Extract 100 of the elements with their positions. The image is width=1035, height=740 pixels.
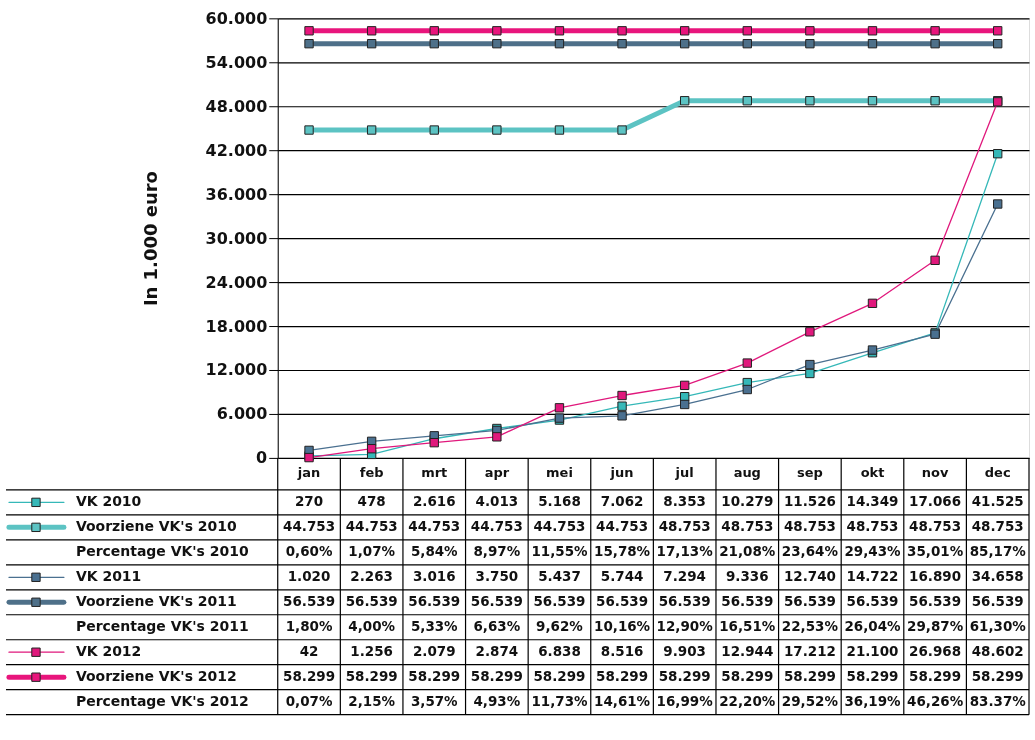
data-label: 5.437	[538, 568, 581, 585]
legend-label: Voorziene VK's 2010	[75, 518, 237, 535]
data-label: 7.294	[663, 568, 706, 585]
text: 61,30%	[969, 618, 1026, 635]
text: 11,73%	[531, 693, 588, 710]
data-label: 48.753	[721, 518, 774, 535]
text: 21,08%	[719, 543, 776, 560]
text: 3,57%	[410, 693, 458, 710]
data-label: 42	[299, 643, 319, 660]
y-axis-title: In 1.000 euro	[139, 171, 161, 307]
data-label: 58.299	[846, 668, 899, 685]
data-label: 1.020	[287, 568, 331, 585]
text: 5,33%	[410, 618, 458, 635]
text: 10,16%	[594, 618, 651, 635]
data-label: 56.539	[596, 593, 649, 610]
data-label: 56.539	[909, 593, 962, 610]
data-label: 44.753	[596, 518, 649, 535]
text: 8,97%	[473, 543, 521, 560]
text: 16,51%	[719, 618, 776, 635]
y-tick-label: 60.000	[205, 8, 268, 28]
data-label: 14.349	[846, 493, 899, 510]
data-label: 2.874	[475, 643, 519, 660]
text: 83.37%	[969, 693, 1026, 710]
text: 35,01%	[907, 543, 964, 560]
x-tick-label: sep	[796, 465, 823, 481]
text: 2,15%	[348, 693, 396, 710]
data-label: 48.753	[783, 518, 836, 535]
data-label: 56.539	[408, 593, 461, 610]
x-tick-label: jun	[609, 465, 634, 481]
data-label: 3.016	[412, 568, 456, 585]
y-tick-label: 42.000	[205, 140, 268, 160]
x-tick-label: mrt	[421, 465, 448, 481]
data-label: 1.256	[350, 643, 393, 660]
text: 17,13%	[656, 543, 713, 560]
data-label: 7.062	[600, 493, 644, 510]
text: 22,53%	[781, 618, 838, 635]
x-tick-label: aug	[733, 465, 761, 481]
data-label: 58.299	[283, 668, 336, 685]
legend-label: VK 2010	[75, 493, 142, 510]
data-label: 44.753	[283, 518, 336, 535]
data-label: 9.336	[725, 568, 769, 585]
legend-label: VK 2012	[75, 643, 142, 660]
data-label: 16.890	[909, 568, 962, 585]
data-label: 58.299	[721, 668, 774, 685]
text: 0,60%	[285, 543, 333, 560]
data-label: 11.526	[783, 493, 836, 510]
text: 26,04%	[844, 618, 901, 635]
data-label: 5.168	[538, 493, 581, 510]
x-tick-label: dec	[984, 465, 1011, 481]
x-tick-label: mei	[546, 465, 573, 481]
data-label: 270	[294, 493, 324, 510]
data-label: 17.066	[909, 493, 962, 510]
text: 36,19%	[844, 693, 901, 710]
text: 14,61%	[594, 693, 651, 710]
data-label: 56.539	[283, 593, 336, 610]
y-tick-label: 36.000	[205, 184, 268, 204]
y-tick-label: 54.000	[205, 52, 268, 72]
x-tick-label: feb	[359, 465, 384, 481]
data-label: 58.299	[909, 668, 962, 685]
data-label: 56.539	[721, 593, 774, 610]
data-label: 8.516	[600, 643, 644, 660]
data-label: 21.100	[846, 643, 899, 660]
data-label: 58.299	[658, 668, 711, 685]
data-label: 56.539	[846, 593, 899, 610]
data-label: 48.753	[658, 518, 711, 535]
legend-label: Voorziene VK's 2012	[75, 668, 237, 685]
text: 4,00%	[348, 618, 396, 635]
data-label: 2.079	[412, 643, 456, 660]
data-label: 10.279	[721, 493, 774, 510]
text: Percentage VK's 2011	[75, 618, 249, 635]
x-tick-label: nov	[921, 465, 949, 481]
data-label: 56.539	[533, 593, 586, 610]
data-label: 58.299	[783, 668, 836, 685]
text: 29,43%	[844, 543, 901, 560]
text: Percentage VK's 2010	[75, 543, 249, 560]
data-label: 58.299	[971, 668, 1024, 685]
data-label: 56.539	[971, 593, 1024, 610]
text: 15,78%	[594, 543, 651, 560]
data-label: 6.838	[538, 643, 581, 660]
text: 46,26%	[907, 693, 964, 710]
data-label: 8.353	[663, 493, 706, 510]
text: 85,17%	[969, 543, 1026, 560]
x-tick-label: jan	[296, 465, 321, 481]
data-label: 48.602	[971, 643, 1024, 660]
text: 4,93%	[473, 693, 521, 710]
text: 1,80%	[285, 618, 333, 635]
data-label: 14.722	[846, 568, 899, 585]
text: 29,87%	[907, 618, 964, 635]
y-tick-label: 0	[256, 448, 268, 468]
data-label: 56.539	[783, 593, 836, 610]
data-label: 41.525	[971, 493, 1024, 510]
data-label: 56.539	[470, 593, 523, 610]
data-label: 56.539	[658, 593, 711, 610]
legend-label: Voorziene VK's 2011	[75, 593, 237, 610]
text: 0,07%	[285, 693, 333, 710]
x-tick-label: jul	[674, 465, 694, 481]
text: 6,63%	[473, 618, 521, 635]
text: 16,99%	[656, 693, 713, 710]
data-label: 44.753	[533, 518, 586, 535]
data-label: 44.753	[408, 518, 461, 535]
